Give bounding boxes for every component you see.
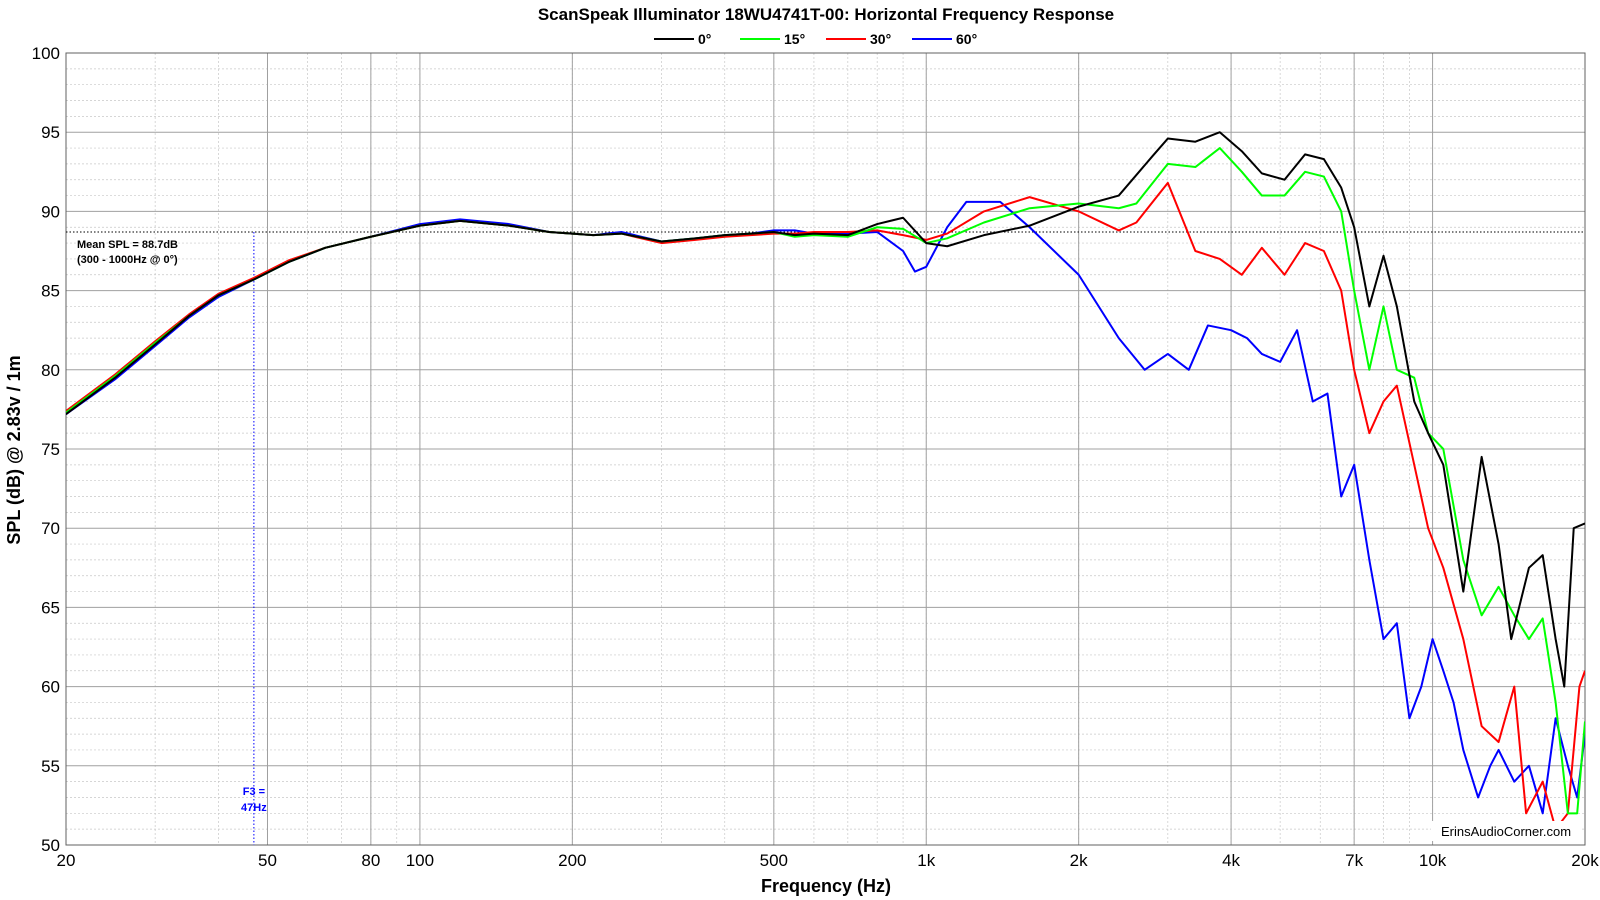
legend-label: 60° [956,31,977,47]
x-tick-label: 4k [1222,851,1240,870]
legend-label: 0° [698,31,711,47]
chart-title: ScanSpeak Illuminator 18WU4741T-00: Hori… [538,5,1114,24]
x-tick-label: 100 [406,851,434,870]
y-tick-label: 90 [41,202,60,221]
watermark: ErinsAudioCorner.com [1431,821,1581,841]
y-tick-label: 50 [41,836,60,855]
legend: 0° 15° 30° 60° [654,31,977,47]
x-tick-label: 1k [917,851,935,870]
x-axis-label: Frequency (Hz) [761,876,891,896]
x-tick-label: 200 [558,851,586,870]
y-tick-label: 65 [41,598,60,617]
y-tick-label: 95 [41,123,60,142]
x-tick-label: 500 [760,851,788,870]
x-tick-label: 20 [57,851,76,870]
y-axis-label: SPL (dB) @ 2.83v / 1m [4,355,24,544]
legend-label: 15° [784,31,805,47]
series-line-0 [66,131,1585,688]
y-tick-label: 100 [32,44,60,63]
y-tick-label: 55 [41,757,60,776]
f3-label: F3 = [243,786,265,798]
x-tick-label: 20k [1571,851,1599,870]
legend-label: 30° [870,31,891,47]
watermark-box [1431,821,1581,841]
x-tick-label: 80 [361,851,380,870]
y-tick-label: 75 [41,440,60,459]
y-tick-label: 70 [41,519,60,538]
x-tick-label: 10k [1419,851,1447,870]
mean-spl-label: Mean SPL = 88.7dB [77,239,178,251]
x-tick-label: 50 [258,851,277,870]
plot-border [65,52,1586,846]
grid-layer [65,52,1586,846]
series-layer [66,131,1585,831]
mean-spl-range-label: (300 - 1000Hz @ 0°) [77,254,178,266]
x-tick-label: 2k [1070,851,1088,870]
y-tick-label: 60 [41,678,60,697]
series-line-3 [66,200,1585,815]
y-tick-label: 85 [41,282,60,301]
watermark-text: ErinsAudioCorner.com [1441,824,1571,839]
x-tick-label: 7k [1345,851,1363,870]
y-tick-label: 80 [41,361,60,380]
f3-value-label: 47Hz [241,802,267,814]
